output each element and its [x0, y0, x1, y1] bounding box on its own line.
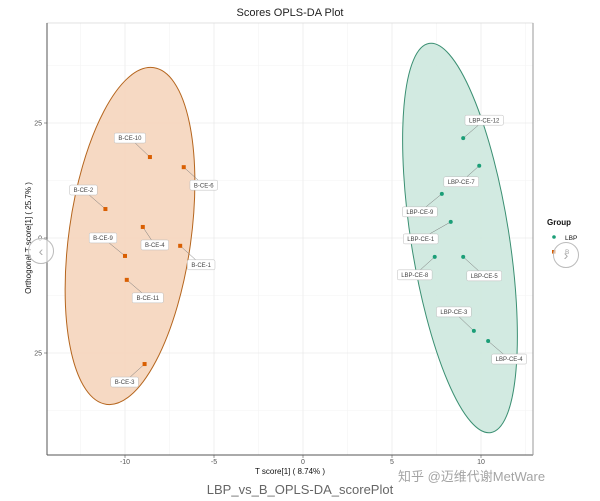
data-point-b-ce-2: B-CE-2 — [69, 184, 108, 212]
point-label: LBP-CE-9 — [406, 210, 434, 216]
chevron-left-icon: ‹ — [38, 243, 44, 259]
point-label: B-CE-1 — [191, 263, 211, 269]
data-point-lbp-ce-9: LBP-CE-9 — [402, 191, 444, 218]
chevron-right-icon: › — [563, 247, 569, 263]
x-tick-label: -5 — [211, 459, 217, 466]
point-label: LBP-CE-4 — [496, 357, 524, 363]
data-point-b-ce-4: B-CE-4 — [140, 224, 169, 251]
y-tick-label: 25 — [34, 351, 42, 358]
next-image-button[interactable]: › — [553, 242, 579, 268]
point-label: LBP-CE-5 — [471, 274, 499, 280]
x-tick-label: -10 — [120, 459, 130, 466]
data-point-b-ce-1: B-CE-1 — [178, 243, 216, 271]
data-point-b-ce-9: B-CE-9 — [88, 232, 127, 258]
y-tick-label: 25 — [34, 121, 42, 128]
plot-panel: B-CE-10 B-CE-6 B-CE-2 B-CE-4 B-CE-9 B-CE-1 B-C… — [34, 22, 534, 466]
point-label: LBP-CE-3 — [440, 310, 468, 316]
data-point-lbp-ce-12: LBP-CE-12 — [461, 114, 504, 141]
legend-title: Group — [547, 218, 571, 227]
confidence-ellipse-b — [64, 66, 196, 406]
data-point-b-ce-11: B-CE-11 — [124, 277, 164, 304]
data-point-lbp-ce-8: LBP-CE-8 — [397, 254, 437, 281]
legend-label-lbp: LBP — [565, 235, 577, 242]
data-point-lbp-ce-3: LBP-CE-3 — [436, 306, 476, 333]
point-label: LBP-CE-12 — [469, 118, 500, 124]
point-label: B-CE-9 — [93, 236, 113, 242]
point-label: B-CE-11 — [136, 296, 159, 302]
legend-swatch-lbp — [552, 235, 556, 239]
point-label: B-CE-6 — [194, 183, 214, 189]
point-label: B-CE-2 — [74, 188, 94, 194]
x-tick-label: 10 — [477, 459, 485, 466]
point-label: B-CE-3 — [115, 380, 135, 386]
chart-title: Scores OPLS-DA Plot — [237, 7, 344, 19]
point-label: LBP-CE-8 — [401, 273, 429, 279]
x-tick-label: 0 — [301, 459, 305, 466]
data-point-b-ce-3: B-CE-3 — [110, 362, 147, 388]
data-point-b-ce-6: B-CE-6 — [181, 165, 218, 191]
x-axis-label: T score[1] ( 8.74% ) — [255, 467, 325, 476]
watermark: 知乎 @迈维代谢MetWare — [398, 469, 546, 484]
point-label: B-CE-4 — [145, 243, 165, 249]
x-tick-label: 5 — [390, 459, 394, 466]
confidence-ellipse-lbp — [402, 42, 518, 434]
y-axis-label: Orthogonal T score[1] ( 25.7% ) — [24, 182, 33, 294]
data-point-lbp-ce-4: LBP-CE-4 — [486, 339, 527, 365]
point-label: B-CE-10 — [118, 136, 142, 142]
data-point-b-ce-10: B-CE-10 — [114, 132, 152, 160]
prev-image-button[interactable]: ‹ — [28, 238, 54, 264]
data-point-lbp-ce-1: LBP-CE-1 — [403, 219, 453, 245]
data-point-lbp-ce-5: LBP-CE-5 — [461, 254, 502, 282]
figure-caption: LBP_vs_B_OPLS-DA_scorePlot — [206, 482, 394, 497]
data-point-lbp-ce-7: LBP-CE-7 — [443, 163, 482, 188]
point-label: LBP-CE-1 — [407, 237, 435, 243]
point-label: LBP-CE-7 — [448, 180, 476, 186]
